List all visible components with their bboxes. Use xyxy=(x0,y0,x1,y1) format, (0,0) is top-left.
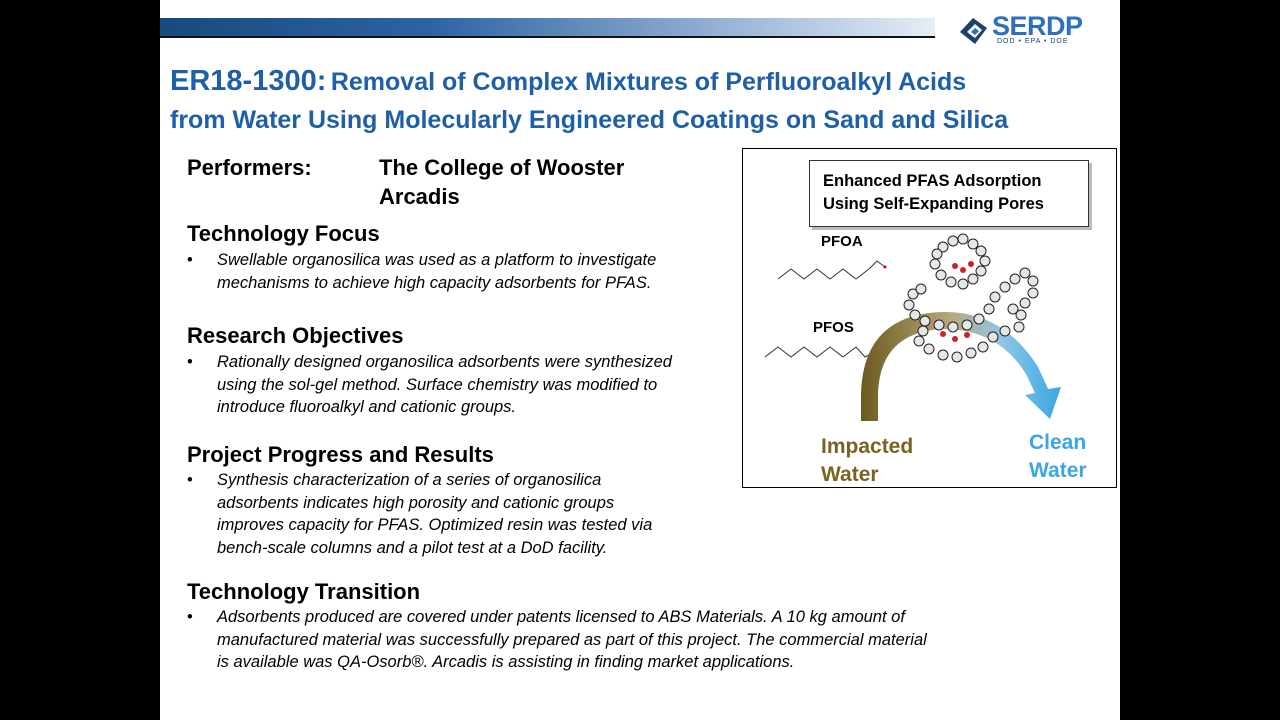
logo-subtitle: DOD • EPA • DOE xyxy=(997,38,1069,45)
bullet-line: Adsorbents produced are covered under pa… xyxy=(217,608,905,626)
header-rule xyxy=(160,36,935,38)
bullet-dot: • xyxy=(187,251,193,269)
pfoa-label: PFOA xyxy=(821,233,863,250)
impacted-line-1: Impacted xyxy=(821,435,914,458)
header-gradient-bar xyxy=(160,18,935,36)
bullet-dot: • xyxy=(187,471,193,489)
title-line-1: Removal of Complex Mixtures of Perfluoro… xyxy=(330,68,967,96)
section-heading-project-progress: Project Progress and Results xyxy=(187,442,494,467)
transport-arrow-icon xyxy=(861,311,1061,421)
bullet-line: is available was QA-Osorb®. Arcadis is a… xyxy=(217,653,795,671)
slide: SERDP DOD • EPA • DOE ER18-1300: Removal… xyxy=(160,0,1120,720)
bullet-line: bench-scale columns and a pilot test at … xyxy=(217,538,608,557)
pfoa-molecule-icon xyxy=(777,260,887,280)
figure-graphic xyxy=(764,233,1061,421)
section-heading-research-objectives: Research Objectives xyxy=(187,323,404,348)
bullet-research-objectives: • Rationally designed organosilica adsor… xyxy=(187,351,747,419)
adsorbed-pfas-icon xyxy=(940,261,974,342)
bullet-dot: • xyxy=(187,608,193,626)
bullet-project-progress: • Synthesis characterization of a series… xyxy=(187,469,727,559)
section-heading-technology-focus: Technology Focus xyxy=(187,221,380,246)
bullet-line: improves capacity for PFAS. Optimized re… xyxy=(217,516,653,534)
bullet-line: using the sol-gel method. Surface chemis… xyxy=(217,375,658,394)
slide-title: ER18-1300: Removal of Complex Mixtures o… xyxy=(170,64,1115,141)
bullet-line: Swellable organosilica was used as a pla… xyxy=(217,251,657,269)
impacted-line-2: Water xyxy=(821,463,879,486)
performer-1: The College of Wooster xyxy=(379,155,625,180)
title-line-2: from Water Using Molecularly Engineered … xyxy=(170,106,1009,134)
bullet-dot: • xyxy=(187,353,193,371)
impacted-water-label: Impacted Water xyxy=(821,433,913,489)
serdp-logo-icon xyxy=(960,18,987,44)
bullet-line: adsorbents indicates high porosity and c… xyxy=(217,493,615,512)
bullet-line: mechanisms to achieve high capacity adso… xyxy=(217,273,652,292)
bullet-line: Synthesis characterization of a series o… xyxy=(217,471,602,489)
bullet-technology-transition: • Adsorbents produced are covered under … xyxy=(187,606,1067,674)
bullet-technology-focus: • Swellable organosilica was used as a p… xyxy=(187,249,727,295)
figure-caption-line-1: Enhanced PFAS Adsorption xyxy=(823,172,1042,190)
performers-label: Performers: xyxy=(187,155,312,180)
project-number: ER18-1300: xyxy=(170,65,327,97)
figure-caption-line-2: Using Self-Expanding Pores xyxy=(823,195,1044,213)
pfos-molecule-icon xyxy=(764,346,874,358)
bullet-line: introduce fluoroalkyl and cationic group… xyxy=(217,398,517,416)
pfos-label: PFOS xyxy=(813,319,854,336)
bullet-line: Rationally designed organosilica adsorbe… xyxy=(217,353,672,371)
logo-text: SERDP xyxy=(992,11,1083,41)
figure-caption-box: Enhanced PFAS Adsorption Using Self-Expa… xyxy=(809,160,1089,227)
pore-cluster-icon xyxy=(903,233,1039,363)
clean-line-2: Water xyxy=(1029,459,1087,482)
pfas-adsorption-figure: Enhanced PFAS Adsorption Using Self-Expa… xyxy=(742,148,1117,488)
performer-2: Arcadis xyxy=(379,184,460,209)
bullet-line: manufactured material was successfully p… xyxy=(217,630,927,649)
clean-water-label: Clean Water xyxy=(1029,429,1087,485)
clean-line-1: Clean xyxy=(1029,431,1087,454)
section-heading-technology-transition: Technology Transition xyxy=(187,579,421,604)
